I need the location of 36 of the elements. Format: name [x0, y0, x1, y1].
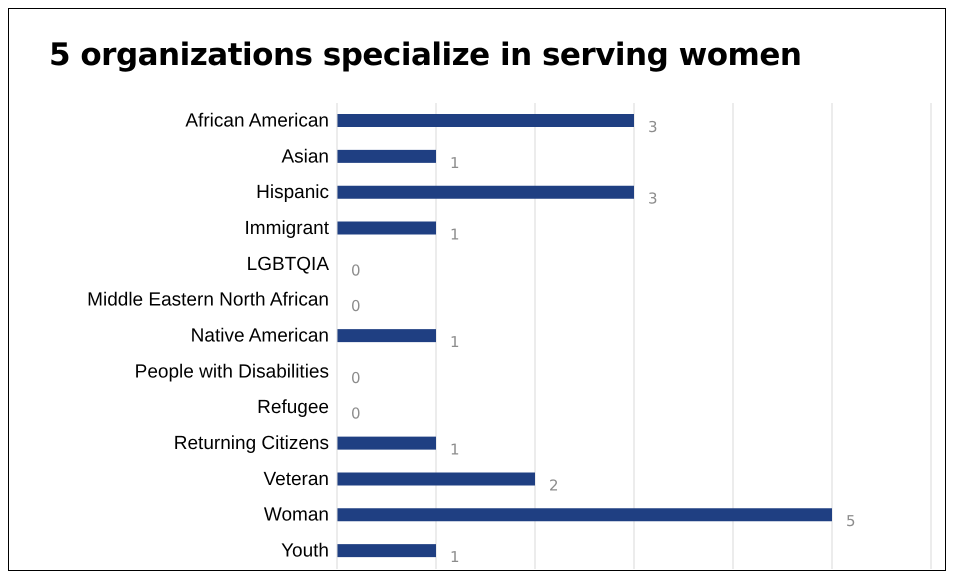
data-label: 1 — [450, 440, 460, 459]
bar — [337, 472, 535, 486]
data-label: 0 — [351, 368, 361, 387]
bar — [337, 114, 634, 127]
bar — [337, 150, 436, 163]
y-tick-label: LGBTQIA — [246, 254, 330, 275]
y-tick-label: People with Disabilities — [134, 361, 329, 382]
y-tick-label: Veteran — [264, 468, 329, 490]
data-label: 1 — [450, 225, 460, 244]
data-label: 0 — [351, 261, 361, 280]
y-tick-label: Returning Citizens — [174, 433, 329, 454]
y-tick-label: Native American — [190, 326, 329, 346]
y-tick-label: Asian — [281, 146, 329, 168]
bar — [337, 508, 832, 522]
bar — [337, 436, 436, 450]
data-label: 1 — [450, 333, 460, 351]
data-label: 0 — [351, 404, 361, 423]
data-label: 1 — [450, 548, 460, 566]
y-tick-label: African American — [185, 110, 329, 132]
chart-title: 5 organizations specialize in serving women — [48, 36, 802, 75]
bar — [337, 329, 436, 342]
bar — [337, 544, 436, 558]
y-tick-label: Middle Eastern North African — [87, 290, 329, 311]
y-tick-label: Hispanic — [256, 182, 329, 204]
bar — [337, 186, 634, 199]
data-label: 3 — [648, 190, 658, 208]
data-label: 2 — [549, 476, 559, 494]
bar — [337, 222, 436, 235]
y-tick-label: Immigrant — [244, 218, 330, 239]
y-tick-label: Youth — [281, 540, 329, 562]
data-label: 1 — [450, 154, 460, 172]
data-label: 3 — [648, 118, 658, 136]
y-tick-label: Refugee — [257, 397, 329, 418]
data-label: 5 — [846, 512, 856, 530]
data-label: 0 — [351, 297, 361, 316]
y-tick-label: Woman — [264, 504, 329, 526]
